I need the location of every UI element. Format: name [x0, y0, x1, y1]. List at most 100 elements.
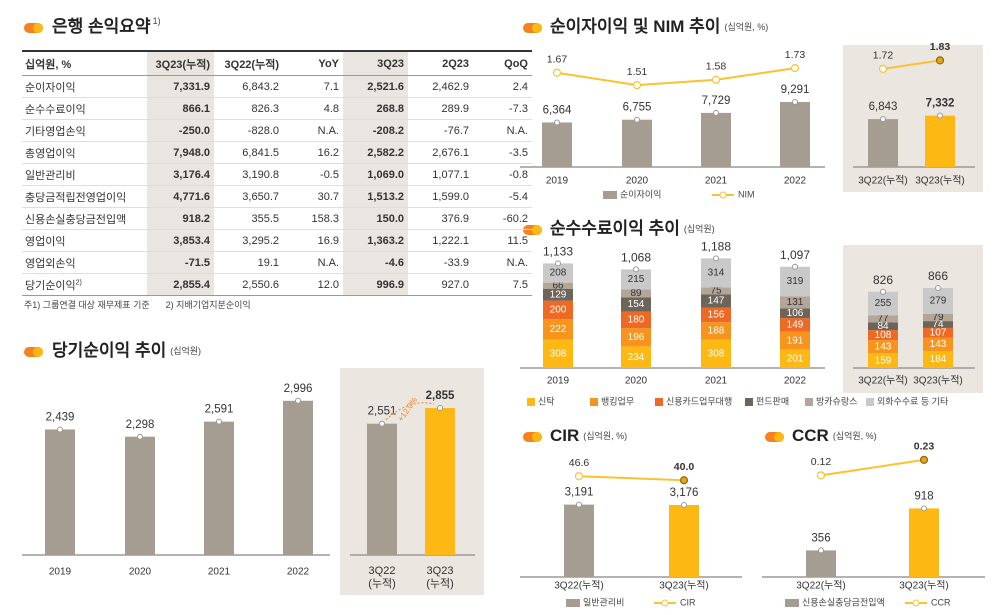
table-cell: 12.0	[283, 273, 343, 296]
segment-label: 74	[932, 319, 944, 330]
segment-label: 215	[628, 274, 645, 285]
table-cell: -0.8	[473, 163, 532, 186]
bar	[564, 504, 594, 577]
bar-segment	[780, 349, 810, 368]
chart-title-text: 순수수료이익 추이	[550, 219, 680, 238]
table-cell: 7,331.9	[147, 75, 214, 98]
x-tick-label: 3Q23(누적)	[915, 175, 965, 187]
footnote: 2) 지배기업지분순이익	[165, 300, 251, 310]
x-tick-label: 3Q22(누적)	[796, 580, 846, 592]
segment-label: 156	[708, 310, 725, 321]
table-row: 순이자이익 7,331.9 6,843.2 7.1 2,521.6 2,462.9 2.4	[22, 75, 532, 98]
chart-subtitle: (십억원)	[684, 223, 715, 234]
title-icon	[532, 432, 542, 442]
header-cell: 3Q23	[343, 50, 408, 76]
chart-title-text: 순이자이익 및 NIM 추이	[550, 17, 720, 36]
legend-swatch	[785, 599, 799, 607]
title-icon	[33, 23, 43, 33]
bar	[806, 550, 836, 577]
table-row: 기타영업손익 -250.0 -828.0 N.A. -208.2 -76.7 N.A.	[22, 119, 532, 142]
row-label: 신용손실충당금전입액	[25, 213, 127, 226]
bar-label: 2,439	[46, 411, 75, 423]
total-label: 866	[928, 269, 948, 283]
chart-subtitle: (십억원, %)	[583, 430, 627, 441]
bar-label: 7,729	[702, 95, 731, 107]
segment-label: 222	[550, 324, 567, 335]
table-cell: 376.9	[408, 207, 473, 230]
chart-title-text: 당기순이익 추이	[52, 341, 166, 360]
header-cell: 3Q23(누적)	[147, 50, 214, 76]
line-marker	[632, 81, 642, 90]
bar-segment	[701, 307, 731, 323]
segment-label: 188	[708, 326, 725, 337]
chart-subtitle: (십억원)	[170, 345, 201, 356]
chart-title-text: CIR	[550, 426, 579, 445]
line-label: 1.73	[785, 49, 806, 61]
x-tick-label: 3Q23(누적)	[659, 580, 709, 592]
segment-label: 143	[930, 339, 947, 350]
legend-swatch	[655, 398, 663, 406]
segment-label: 279	[930, 296, 947, 307]
line-label: 46.6	[569, 457, 590, 469]
footnotes: 주1) 그룹연결 대상 재무제표 기준 2) 지배기업지분순이익	[24, 298, 267, 311]
x-tick-label: 2021	[705, 376, 728, 387]
segment-label: 147	[708, 296, 725, 307]
table-cell: 1,363.2	[343, 229, 408, 252]
table-cell: 11.5	[473, 229, 532, 252]
bar	[701, 112, 731, 167]
chart-title: CIR (십억원, %)	[550, 426, 627, 445]
legend-label: 신용손실충당금전입액	[802, 596, 885, 607]
legend-swatch	[912, 599, 920, 607]
table-title-note: 1)	[153, 16, 161, 26]
chart-title: 당기순이익 추이 (십억원)	[52, 341, 201, 360]
table-cell: 30.7	[283, 185, 343, 208]
table-row: 일반관리비 3,176.4 3,190.8 -0.5 1,069.0 1,077.1 -0.…	[22, 163, 532, 186]
line-label: 1.51	[627, 66, 648, 78]
line-marker	[790, 64, 800, 73]
row-label: 기타영업손익	[25, 125, 86, 138]
x-tick-label: 3Q22(누적)	[554, 580, 604, 592]
table-cell: N.A.	[473, 251, 532, 274]
header-row: 십억원, % 3Q23(누적) 3Q22(누적) YoY 3Q23 2Q23 QoQ	[22, 50, 532, 76]
row-label: 충당금적립전영업이익	[25, 191, 127, 204]
bar-segment	[923, 327, 953, 338]
line-marker	[919, 455, 929, 464]
bar	[283, 400, 313, 555]
line-label: 0.23	[914, 441, 935, 453]
legend-swatch	[566, 599, 580, 607]
bar-label: 6,364	[543, 104, 572, 116]
bar-label: 6,843	[869, 101, 898, 113]
table-cell: 3,176.4	[147, 163, 214, 186]
table-cell: 2,855.4	[147, 273, 214, 296]
legend-swatch	[745, 398, 753, 406]
total-cap	[713, 255, 719, 262]
bar-segment	[868, 322, 898, 331]
bar-segment	[780, 318, 810, 332]
segment-label: 180	[628, 315, 645, 326]
table-cell: 918.2	[147, 207, 214, 230]
bar-label: 918	[914, 490, 933, 502]
bar	[909, 508, 939, 577]
x-tick-label: 2022	[784, 376, 807, 387]
segment-label: 75	[710, 285, 722, 296]
table-cell: 289.9	[408, 97, 473, 120]
bar-segment	[868, 353, 898, 368]
table-cell: 순수수료이익	[22, 97, 147, 120]
chart-title: 순수수료이익 추이 (십억원)	[550, 219, 715, 238]
legend-swatch	[719, 191, 727, 199]
line	[556, 67, 796, 87]
bar-segment	[701, 287, 731, 295]
table-cell: -76.7	[408, 119, 473, 142]
title-icon	[532, 23, 542, 33]
bar-segment	[868, 291, 898, 316]
chart-subtitle: (십억원, %)	[724, 21, 768, 32]
table-cell: 2,676.1	[408, 141, 473, 164]
table-row: 충당금적립전영업이익 4,771.6 3,650.7 30.7 1,513.2 1,599…	[22, 185, 532, 208]
bar-label: 7,332	[926, 98, 955, 110]
total-cap	[880, 288, 886, 295]
table-cell: 3,853.4	[147, 229, 214, 252]
table-cell: 7.5	[473, 273, 532, 296]
x-tick-label: 3Q23(누적)	[913, 375, 963, 387]
line-marker	[935, 56, 945, 65]
legend-swatch	[661, 599, 669, 607]
